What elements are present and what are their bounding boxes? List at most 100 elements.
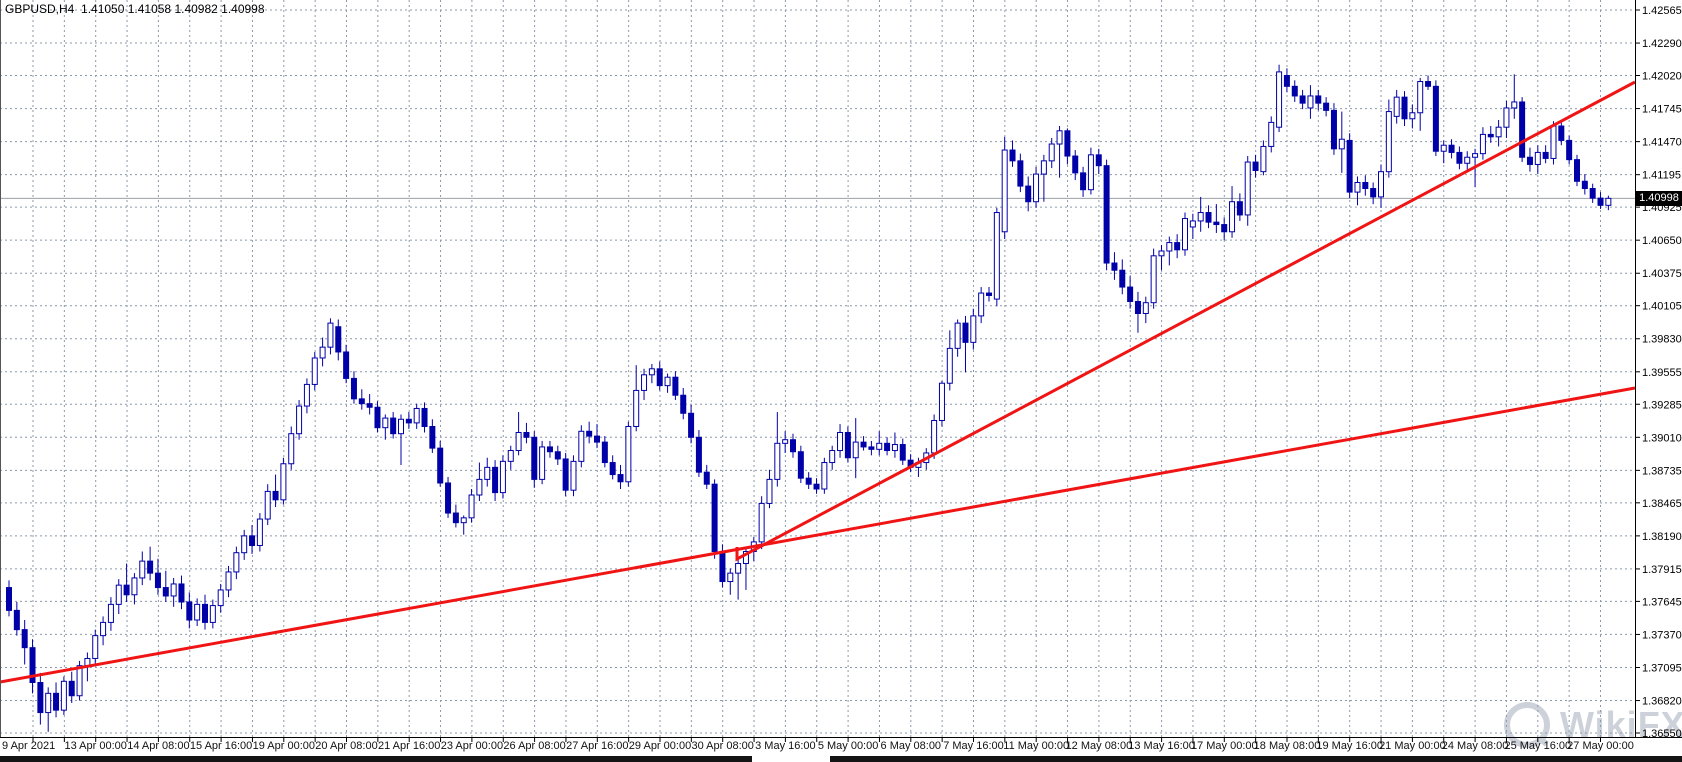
- candle: [954, 319, 961, 357]
- candle: [107, 597, 114, 631]
- candle: [515, 412, 522, 456]
- candle: [476, 462, 483, 502]
- candle: [186, 592, 193, 629]
- candle: [405, 412, 412, 429]
- candle: [758, 496, 765, 550]
- candle: [209, 599, 216, 629]
- candle: [1229, 186, 1236, 238]
- price-tick-label: 1.36820: [1642, 696, 1682, 708]
- candle: [688, 404, 695, 444]
- candle: [45, 687, 52, 732]
- time-tick-label: 6 May 08:00: [881, 740, 942, 752]
- candle: [813, 478, 820, 494]
- candle: [1111, 252, 1118, 280]
- candle: [1401, 91, 1408, 126]
- time-tick-label: 21 Apr 16:00: [378, 740, 440, 752]
- candle: [272, 474, 279, 508]
- price-tick-label: 1.41195: [1642, 170, 1681, 182]
- time-tick-label: 26 Apr 08:00: [503, 740, 565, 752]
- candle: [162, 570, 169, 602]
- candle: [1534, 145, 1541, 175]
- candle: [970, 308, 977, 350]
- candle: [288, 426, 295, 470]
- candle: [1378, 164, 1384, 208]
- price-tick-label: 1.42565: [1642, 5, 1682, 17]
- candle: [711, 479, 718, 559]
- candle: [1566, 135, 1573, 165]
- steep-support-line[interactable]: [735, 80, 1636, 562]
- candle: [1025, 176, 1032, 212]
- time-tick-label: 13 Apr 00:00: [65, 740, 127, 752]
- price-tick-label: 1.37645: [1642, 596, 1682, 608]
- candle: [1268, 116, 1275, 153]
- candle: [445, 476, 452, 518]
- candle: [876, 431, 883, 456]
- price-tick-label: 1.41470: [1642, 137, 1682, 149]
- time-tick-label: 30 Apr 08:00: [692, 740, 754, 752]
- candle: [1276, 64, 1283, 133]
- candle: [1574, 154, 1580, 187]
- candle: [617, 464, 624, 489]
- time-tick-label: 27 Apr 16:00: [566, 740, 628, 752]
- price-tick-label: 1.40650: [1642, 235, 1682, 247]
- candle: [178, 575, 185, 610]
- time-tick-label: 15 Apr 16:00: [190, 740, 252, 752]
- candle: [1440, 140, 1447, 164]
- candle: [343, 344, 350, 384]
- long-support-line[interactable]: [0, 386, 1636, 684]
- candle: [1464, 151, 1471, 172]
- candle: [735, 556, 742, 600]
- candle: [664, 373, 671, 393]
- candle: [100, 616, 107, 646]
- candle: [139, 551, 146, 586]
- price-tick-label: 1.39555: [1642, 367, 1682, 379]
- candle: [1346, 133, 1353, 199]
- window-bottom-edge: [830, 756, 1682, 762]
- candle: [1221, 217, 1228, 241]
- candle: [546, 440, 553, 458]
- candle: [335, 319, 342, 361]
- candle: [601, 436, 608, 468]
- candle: [429, 419, 436, 453]
- candle: [1095, 148, 1102, 175]
- candle: [648, 363, 655, 384]
- candle: [421, 402, 428, 433]
- candle: [492, 460, 499, 502]
- candle: [570, 455, 577, 497]
- candle: [805, 472, 812, 489]
- candle: [1432, 80, 1439, 157]
- candle: [37, 672, 44, 725]
- candle: [1236, 193, 1243, 221]
- candle: [303, 378, 310, 414]
- candle: [531, 431, 538, 488]
- candle: [1385, 99, 1392, 178]
- candle: [319, 337, 326, 367]
- candle: [241, 529, 248, 560]
- candle: [539, 440, 546, 485]
- candle: [1338, 111, 1345, 173]
- price-tick-label: 1.38190: [1642, 531, 1682, 543]
- candle: [938, 380, 945, 427]
- candle: [1252, 154, 1259, 178]
- candle: [680, 388, 687, 420]
- candle: [790, 433, 796, 458]
- candle: [1542, 145, 1549, 164]
- candle: [978, 287, 985, 324]
- candle: [1581, 174, 1588, 195]
- candle: [194, 598, 201, 627]
- candles: [6, 64, 1612, 732]
- candle: [1064, 128, 1071, 165]
- price-tick-label: 1.38735: [1642, 465, 1682, 477]
- candle: [327, 318, 334, 355]
- price-tick-label: 1.39830: [1642, 334, 1682, 346]
- candle: [1182, 212, 1188, 256]
- time-tick-label: 19 May 16:00: [1316, 740, 1383, 752]
- candle: [217, 583, 224, 613]
- candle: [21, 620, 28, 665]
- candle: [1519, 97, 1526, 163]
- candle: [1134, 291, 1141, 333]
- candle: [1503, 100, 1510, 139]
- candle: [586, 421, 593, 444]
- candle: [1479, 127, 1486, 160]
